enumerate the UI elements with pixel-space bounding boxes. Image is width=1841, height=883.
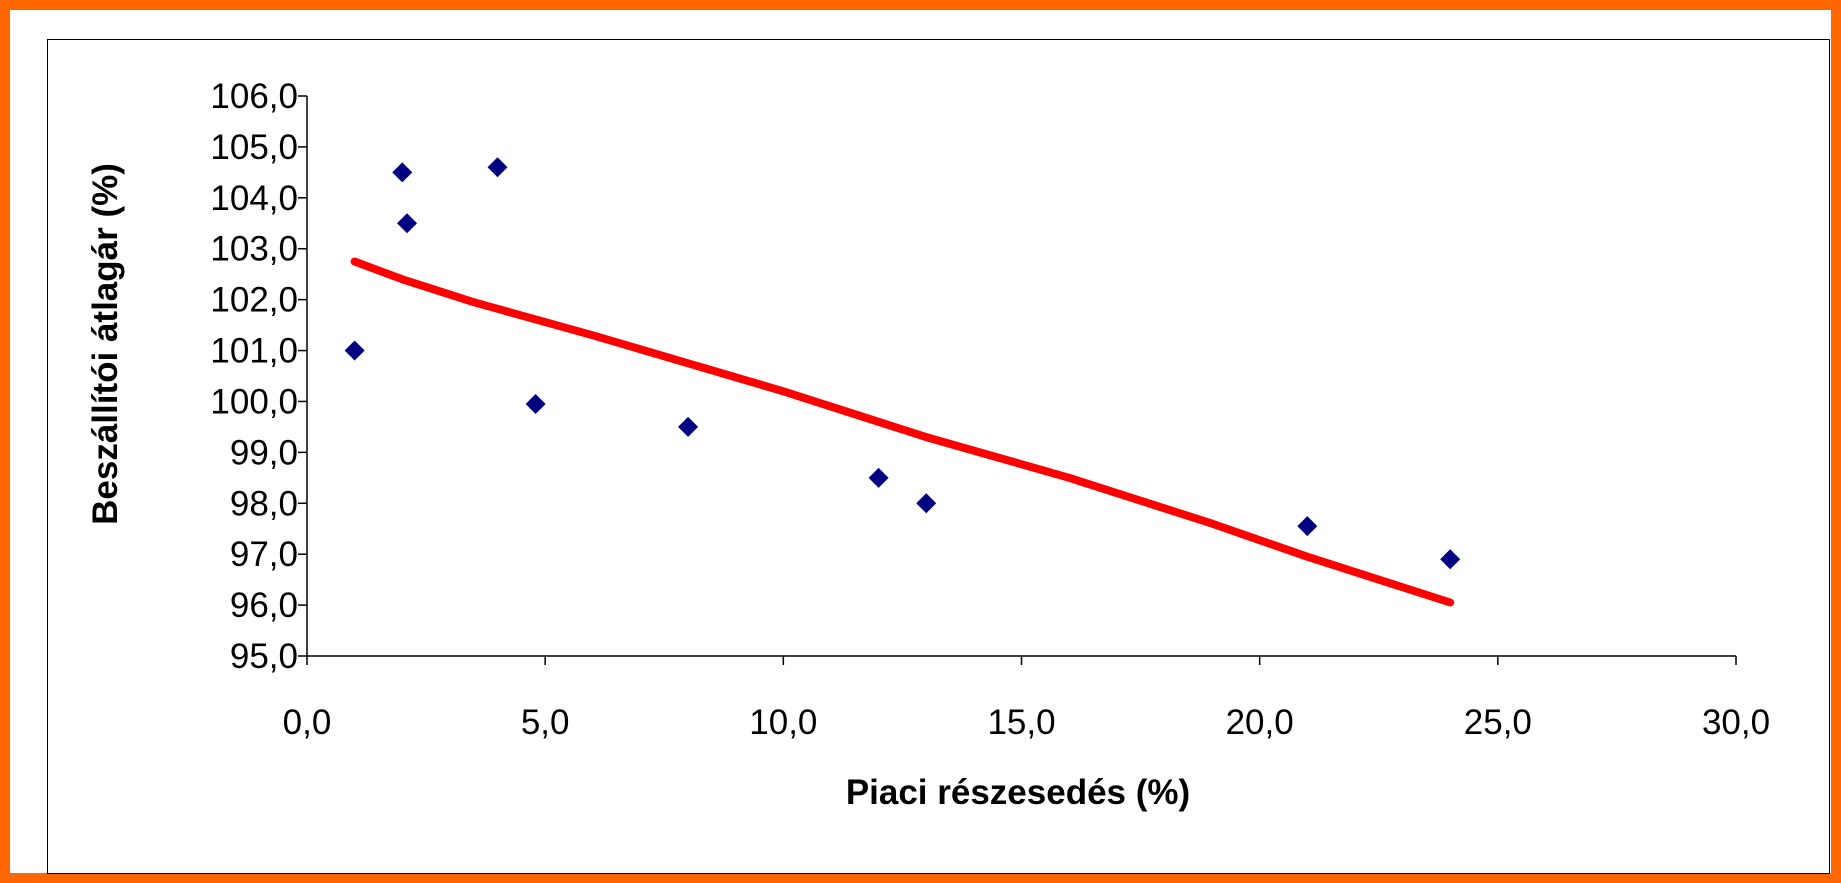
chart-area (47, 39, 1830, 874)
x-tick-label: 30,0 (1702, 703, 1770, 742)
x-tick-label: 25,0 (1464, 703, 1532, 742)
x-ticks: 0,0 5,0 10,0 15,0 20,0 25,0 30,0 (283, 656, 1770, 742)
x-tick-label: 15,0 (987, 703, 1055, 742)
y-tick-label: 100,0 (210, 382, 298, 421)
y-tick-label: 96,0 (230, 586, 298, 625)
y-tick-label: 104,0 (210, 179, 298, 218)
data-point (344, 340, 365, 361)
y-tick-label: 101,0 (210, 332, 298, 371)
x-tick-label: 0,0 (283, 703, 332, 742)
data-point (1440, 549, 1461, 570)
data-points (344, 157, 1461, 570)
data-point (868, 467, 889, 488)
x-tick-label: 10,0 (749, 703, 817, 742)
y-axis-title: Beszállítói átlagár (%) (86, 163, 125, 525)
data-point (397, 213, 418, 234)
data-point (392, 162, 413, 183)
x-tick-label: 20,0 (1226, 703, 1294, 742)
trendline (350, 257, 1455, 607)
x-axis-title: Piaci részesedés (%) (846, 773, 1190, 812)
axes (306, 96, 1736, 657)
y-tick-label: 98,0 (230, 484, 298, 523)
y-tick-label: 95,0 (230, 637, 298, 676)
y-tick-label: 103,0 (210, 230, 298, 269)
y-tick-label: 97,0 (230, 535, 298, 574)
data-point (916, 493, 937, 514)
x-tick-label: 5,0 (521, 703, 570, 742)
data-point (487, 157, 508, 178)
trendline-group (350, 257, 1455, 607)
data-point (678, 416, 699, 437)
y-tick-label: 99,0 (230, 433, 298, 472)
y-tick-label: 102,0 (210, 281, 298, 320)
data-point (1297, 516, 1318, 537)
data-point (525, 394, 546, 414)
y-ticks: 95,0 96,0 97,0 98,0 99,0 100,0 101,0 102,0 103,0… (210, 77, 307, 676)
y-tick-label: 105,0 (210, 128, 298, 167)
y-tick-label: 106,0 (210, 77, 298, 116)
